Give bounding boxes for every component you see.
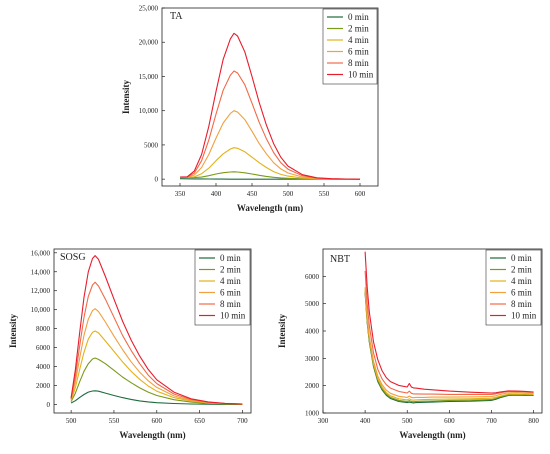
series-line-2-min (364, 291, 534, 403)
y-tick-label: 5000 (305, 300, 320, 308)
panel-title: TA (170, 11, 183, 22)
x-tick-label: 700 (237, 417, 248, 425)
x-tick-label: 800 (528, 417, 539, 425)
chart-panel-sosg: 500 550 600 650 700 0 2000 4000 6000 8000 10,000 12… (8, 248, 252, 440)
legend-label: 10 min (348, 70, 374, 80)
series-line-6-min (364, 287, 534, 399)
y-tick-label: 4000 (36, 363, 51, 371)
y-axis-label: Intensity (121, 80, 131, 115)
y-axis-label: Intensity (8, 314, 18, 349)
plot-frame (161, 7, 379, 187)
series-line-4-min (179, 147, 361, 180)
x-tick-label: 300 (318, 417, 329, 425)
y-tick-label: 6000 (305, 273, 320, 281)
y-tick-label: 14,000 (31, 268, 51, 276)
y-tick-label: 0 (47, 401, 51, 409)
y-tick-label: 25,000 (139, 5, 159, 13)
series-line-10-min (364, 251, 534, 394)
x-axis-label: Wavelength (nm) (119, 430, 185, 440)
y-tick-label: 4000 (305, 328, 320, 336)
x-tick-label: 600 (444, 417, 455, 425)
x-tick-label: 400 (360, 417, 371, 425)
legend-label: 4 min (348, 35, 369, 45)
legend-box (322, 8, 378, 85)
x-tick-label: 500 (402, 417, 413, 425)
legend-label: 10 min (220, 311, 246, 321)
y-axis-label: Intensity (277, 314, 287, 349)
legend-label: 0 min (511, 253, 532, 263)
series-line-0-min (364, 292, 534, 404)
x-tick-label: 500 (66, 417, 77, 425)
x-tick-label: 700 (486, 417, 497, 425)
legend-label: 6 min (220, 288, 241, 298)
series-line-4-min (70, 330, 243, 405)
y-tick-label: 10,000 (31, 306, 51, 314)
legend-label: 6 min (511, 288, 532, 298)
legend-label: 4 min (220, 276, 241, 286)
legend-label: 4 min (511, 276, 532, 286)
legend-box (485, 249, 542, 326)
y-tick-label: 5000 (144, 141, 159, 149)
y-tick-label: 12,000 (31, 287, 51, 295)
series-line-10-min (70, 255, 243, 405)
y-tick-label: 2000 (305, 382, 320, 390)
series-line-10-min (179, 32, 361, 180)
y-tick-label: 2000 (36, 382, 51, 390)
legend-label: 2 min (348, 24, 369, 34)
chart-panel-nbt: 300 400 500 600 700 800 1000 2000 3000 4000 5000 60… (277, 248, 543, 440)
series-line-2-min (179, 171, 361, 180)
series-line-6-min (70, 308, 243, 405)
series-line-8-min (70, 281, 243, 405)
legend-label: 2 min (511, 265, 532, 275)
x-tick-label: 350 (175, 190, 186, 198)
y-tick-label: 0 (155, 176, 159, 184)
panel-title: NBT (330, 254, 350, 265)
x-axis-label: Wavelength (nm) (399, 430, 465, 440)
x-axis-label: Wavelength (nm) (237, 203, 303, 213)
legend-label: 2 min (220, 265, 241, 275)
y-tick-label: 3000 (305, 355, 320, 363)
series-line-0-min (70, 390, 243, 405)
series-line-8-min (364, 270, 534, 395)
x-tick-label: 400 (211, 190, 222, 198)
y-tick-label: 8000 (36, 325, 51, 333)
legend-label: 8 min (511, 299, 532, 309)
panel-title: SOSG (60, 252, 86, 263)
legend-label: 10 min (511, 311, 537, 321)
y-tick-label: 20,000 (139, 39, 159, 47)
legend-label: 8 min (220, 299, 241, 309)
legend-label: 0 min (220, 253, 241, 263)
x-tick-label: 650 (194, 417, 205, 425)
y-tick-label: 6000 (36, 344, 51, 352)
x-tick-label: 500 (283, 190, 294, 198)
x-tick-label: 600 (355, 190, 366, 198)
series-line-2-min (70, 357, 243, 405)
legend-label: 6 min (348, 47, 369, 57)
series-line-6-min (180, 110, 361, 180)
chart-panel-ta: 350 400 450 500 550 600 0 5000 10,000 15,000 20,00… (121, 5, 379, 213)
series-line-4-min (364, 289, 534, 401)
y-tick-label: 15,000 (139, 73, 159, 81)
x-tick-label: 550 (109, 417, 120, 425)
y-tick-label: 16,000 (31, 249, 51, 257)
x-tick-label: 600 (152, 417, 163, 425)
legend-label: 0 min (348, 12, 369, 22)
y-tick-label: 1000 (305, 410, 320, 418)
x-tick-label: 550 (319, 190, 330, 198)
legend-box (194, 249, 251, 326)
legend-label: 8 min (348, 58, 369, 68)
series-line-8-min (179, 70, 361, 180)
y-tick-label: 10,000 (139, 107, 159, 115)
x-tick-label: 450 (247, 190, 258, 198)
plot-frame (53, 248, 252, 414)
